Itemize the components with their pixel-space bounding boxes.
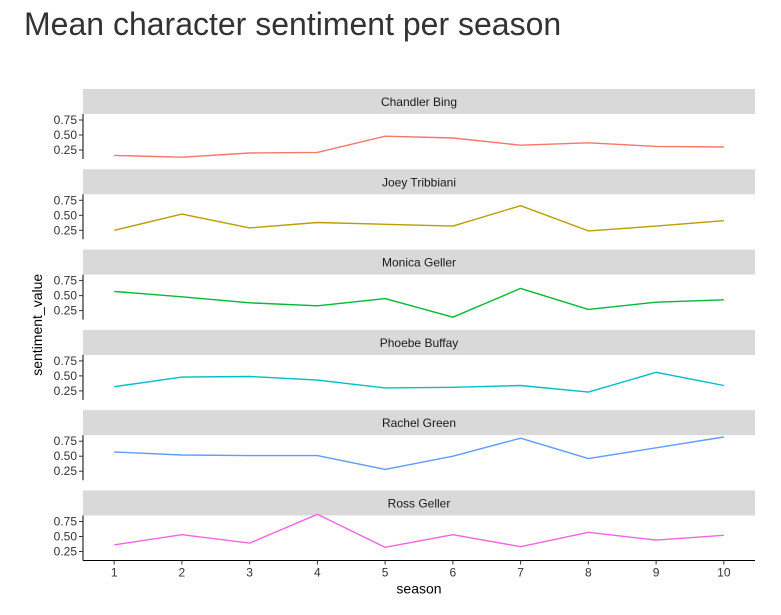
y-tick-label: 0.25 [54, 304, 78, 318]
x-tick-label: 4 [314, 566, 321, 580]
x-tick-label: 10 [717, 566, 731, 580]
y-axis-title: sentiment_value [29, 274, 45, 376]
x-tick-label: 8 [585, 566, 592, 580]
y-tick-label: 0.50 [54, 289, 78, 303]
y-tick-label: 0.75 [54, 193, 78, 207]
series-line-chandler-bing [114, 135, 724, 158]
y-tick-label: 0.75 [54, 354, 78, 368]
facet-strip [83, 169, 755, 195]
facet-strip [83, 410, 755, 436]
facet-strip [83, 89, 755, 114]
series-line-ross-geller [114, 513, 724, 548]
y-tick-label: 0.50 [54, 208, 78, 222]
y-tick-label: 0.75 [54, 113, 78, 127]
x-tick-label: 1 [111, 566, 118, 580]
x-tick-label: 9 [653, 566, 660, 580]
facet-strip [83, 329, 755, 355]
x-axis-title: season [396, 581, 441, 597]
series-line-joey-tribbiani [114, 204, 724, 232]
y-tick-label: 0.50 [54, 530, 78, 544]
y-tick-label: 0.75 [54, 434, 78, 448]
y-tick-label: 0.25 [54, 223, 78, 237]
y-tick-label: 0.25 [54, 545, 78, 559]
x-tick-label: 3 [246, 566, 253, 580]
series-line-rachel-green [114, 436, 724, 471]
facet-strip-label: Rachel Green [382, 416, 456, 430]
y-tick-label: 0.50 [54, 369, 78, 383]
facet-strip [83, 249, 755, 275]
facet-strip-label: Ross Geller [388, 497, 451, 511]
x-tick-label: 5 [382, 566, 389, 580]
facet-strip-label: Monica Geller [382, 256, 456, 270]
y-tick-label: 0.75 [54, 274, 78, 288]
series-line-phoebe-buffay [114, 371, 724, 393]
y-tick-label: 0.25 [54, 143, 78, 157]
y-tick-label: 0.75 [54, 515, 78, 529]
x-tick-label: 2 [179, 566, 186, 580]
y-tick-label: 0.50 [54, 449, 78, 463]
facet-strip-label: Chandler Bing [381, 95, 457, 109]
facet-strip [83, 490, 755, 516]
facet-strip-label: Joey Tribbiani [382, 175, 456, 189]
x-tick-label: 7 [517, 566, 524, 580]
facet-strip-label: Phoebe Buffay [380, 336, 459, 350]
series-line-monica-geller [114, 287, 724, 318]
y-tick-label: 0.25 [54, 384, 78, 398]
y-tick-label: 0.25 [54, 464, 78, 478]
page-title: Mean character sentiment per season [24, 6, 562, 42]
y-tick-label: 0.50 [54, 128, 78, 142]
x-tick-label: 6 [450, 566, 457, 580]
